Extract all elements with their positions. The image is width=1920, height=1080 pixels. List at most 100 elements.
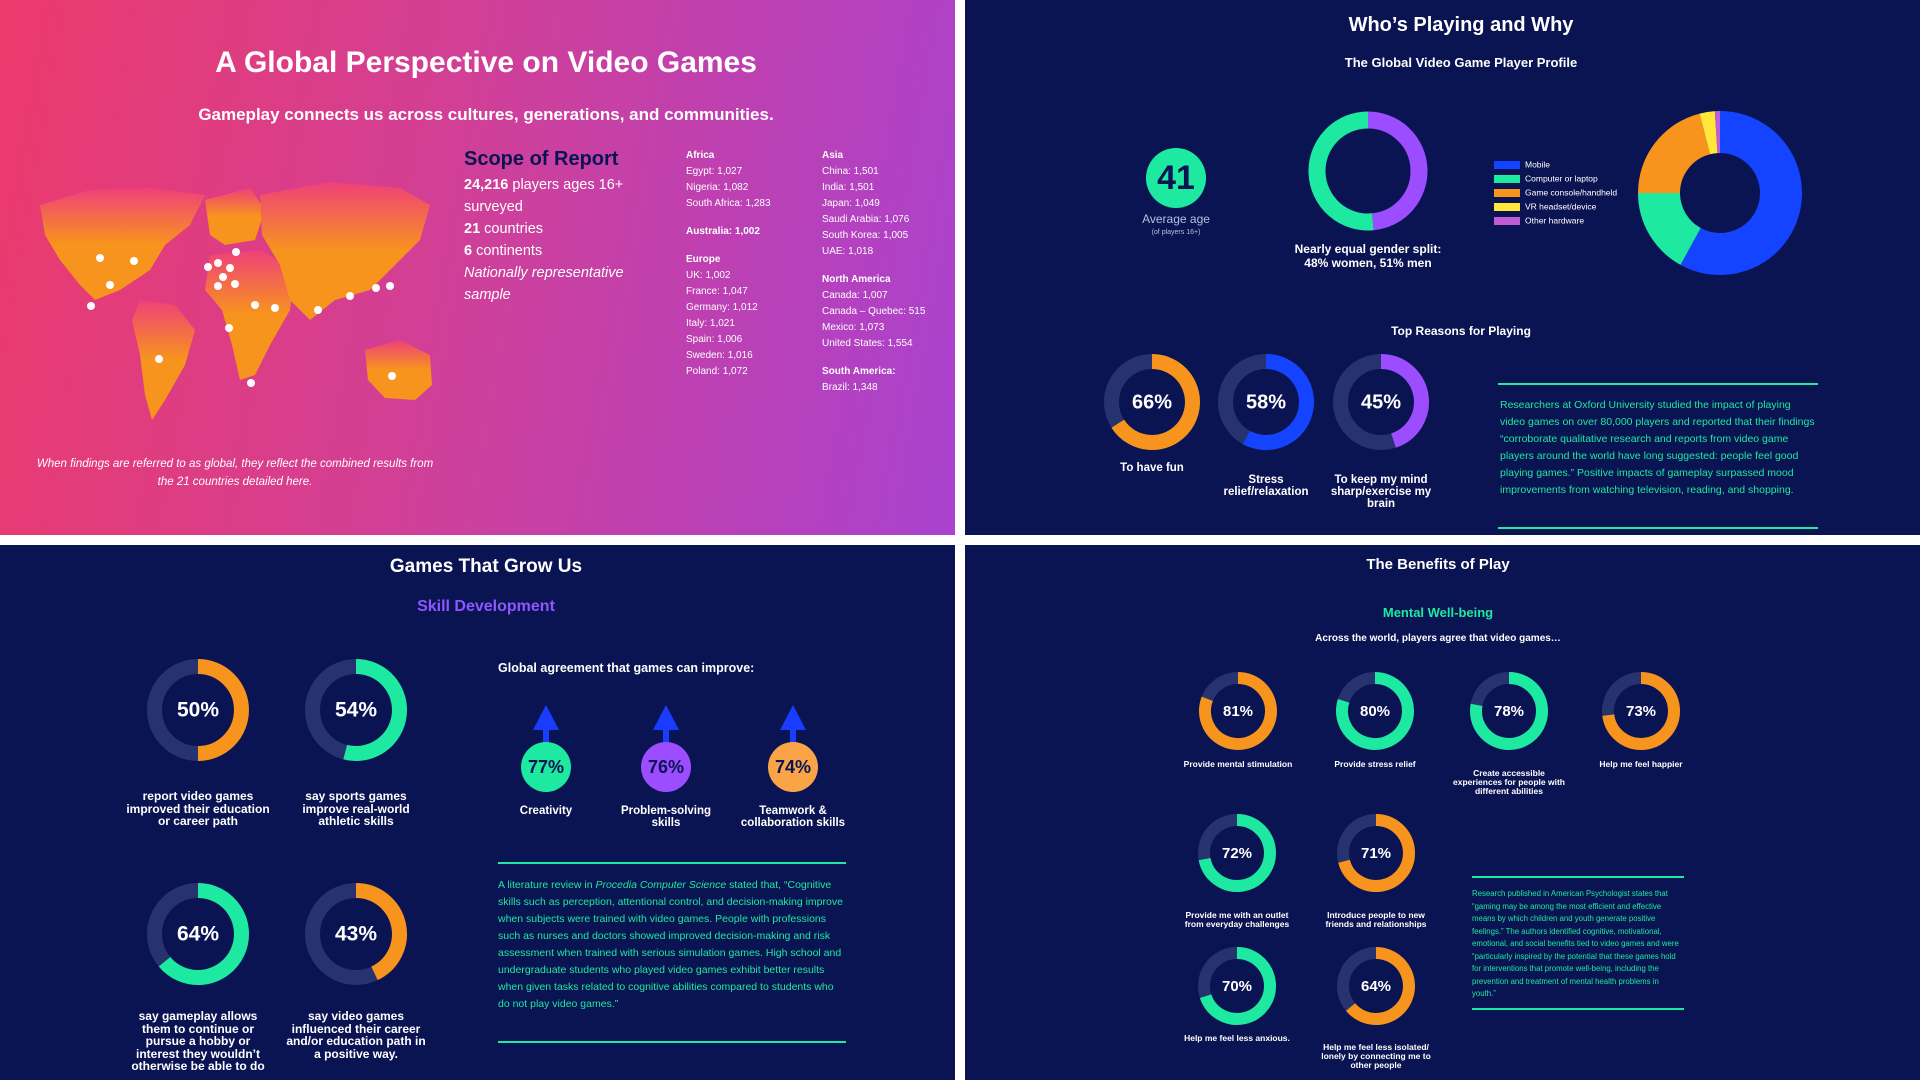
spacer bbox=[822, 260, 954, 272]
scope-list: 24,216 players ages 16+ surveyed 21 count… bbox=[464, 174, 664, 306]
region-entry: Japan: 1,049 bbox=[822, 198, 880, 209]
legend-label: VR headset/device bbox=[1525, 201, 1597, 211]
donut-arc bbox=[1338, 814, 1415, 892]
arrow-head bbox=[653, 705, 679, 730]
panel-global bbox=[0, 0, 955, 535]
improve-heading: Global agreement that games can improve: bbox=[498, 661, 755, 675]
donut-arc bbox=[343, 659, 407, 761]
subtitle: Skill Development bbox=[417, 598, 555, 615]
caption: Create accessible experiences for people… bbox=[1453, 768, 1565, 796]
donut-label: 50% bbox=[177, 699, 219, 722]
donut-label: 64% bbox=[177, 923, 219, 946]
region-entry: Egypt: 1,027 bbox=[686, 166, 743, 177]
legend-label: Mobile bbox=[1525, 159, 1550, 169]
donut-label: 66% bbox=[1132, 391, 1172, 413]
scope-text: continents bbox=[476, 243, 543, 259]
donut-label: 78% bbox=[1494, 703, 1524, 720]
region-column: Africa Egypt: 1,027 Nigeria: 1,082 South Af… bbox=[686, 148, 818, 392]
scope-item: 24,216 players ages 16+ surveyed bbox=[464, 174, 664, 218]
region-heading: Africa bbox=[686, 150, 715, 161]
caption: To have fun bbox=[1120, 462, 1184, 474]
caption: To keep my mind sharp/exercise my brain bbox=[1330, 474, 1432, 511]
spacer bbox=[822, 396, 954, 408]
improve-label: 77% bbox=[528, 757, 564, 777]
region-entry: Spain: 1,006 bbox=[686, 334, 743, 345]
world-map bbox=[40, 182, 432, 420]
quote-text: stated that, “Cognitive skills such as p… bbox=[498, 879, 843, 1010]
region-entry: Brazil: 1,348 bbox=[822, 382, 878, 393]
age-label: Average age bbox=[1142, 212, 1210, 226]
quote: Researchers at Oxford University studied… bbox=[1498, 383, 1818, 529]
scope-item: 21 countries bbox=[464, 218, 664, 240]
region-entry: France: 1,047 bbox=[686, 286, 748, 297]
donut-label: 54% bbox=[335, 699, 377, 722]
spacer bbox=[686, 380, 818, 392]
donut-arc bbox=[1198, 814, 1276, 892]
donut-label: 64% bbox=[1361, 978, 1391, 995]
legend-swatch bbox=[1494, 175, 1520, 183]
scope-text: players ages 16+ surveyed bbox=[464, 177, 624, 215]
donut-arc bbox=[1242, 354, 1314, 450]
legend-swatch bbox=[1494, 189, 1520, 197]
panel-players bbox=[965, 0, 1920, 535]
device-segment bbox=[1638, 192, 1702, 265]
title: A Global Perspective on Video Games bbox=[215, 46, 757, 79]
region-entry: South Africa: 1,283 bbox=[686, 198, 771, 209]
arrow-head bbox=[533, 705, 559, 730]
caption: say sports games improve real-world athl… bbox=[302, 789, 410, 829]
region-entry: Canada: 1,007 bbox=[822, 290, 888, 301]
quote: Research published in American Psycholog… bbox=[1472, 876, 1684, 1010]
caption: Provide me with an outlet from everyday … bbox=[1184, 910, 1290, 929]
donut-arc bbox=[1380, 354, 1429, 448]
donut-arc bbox=[197, 659, 249, 761]
reasons-heading: Top Reasons for Playing bbox=[1391, 324, 1531, 338]
region-entry: Saudi Arabia: 1,076 bbox=[822, 214, 910, 225]
age-value: 41 bbox=[1157, 159, 1195, 197]
spacer bbox=[686, 240, 818, 252]
region-heading: Asia bbox=[822, 150, 844, 161]
device-segment bbox=[1699, 111, 1718, 155]
age-note: (of players 16+) bbox=[1151, 229, 1201, 236]
scope-number: 21 bbox=[464, 221, 481, 237]
donut-arc bbox=[1602, 672, 1680, 750]
region-entry: Sweden: 1,016 bbox=[686, 350, 753, 361]
donut-arc bbox=[1199, 672, 1277, 750]
donut-label: 58% bbox=[1246, 391, 1286, 413]
region-entry: UK: 1,002 bbox=[686, 270, 731, 281]
caption: Provide mental stimulation bbox=[1183, 759, 1293, 769]
gender-segment bbox=[1367, 111, 1428, 231]
caption: Problem-solving skills bbox=[620, 805, 712, 830]
region-heading: South America: bbox=[822, 366, 896, 377]
region-heading: North America bbox=[822, 274, 891, 285]
footnote: When findings are referred to as global,… bbox=[36, 458, 434, 488]
caption: report video games improved their educat… bbox=[126, 789, 270, 829]
region-entry: United States: 1,554 bbox=[822, 338, 913, 349]
quote: A literature review in Procedia Computer… bbox=[498, 862, 846, 1043]
region-entry: Mexico: 1,073 bbox=[822, 322, 885, 333]
region-entry: UAE: 1,018 bbox=[822, 246, 874, 257]
scope-item: 6 continents bbox=[464, 240, 664, 262]
donut-label: 72% bbox=[1222, 845, 1252, 862]
gender-caption: Nearly equal gender split: bbox=[1294, 242, 1442, 256]
donut-arc bbox=[1336, 672, 1414, 750]
caption: Teamwork & collaboration skills bbox=[740, 805, 846, 830]
scope-number: 24,216 bbox=[464, 177, 509, 193]
spacer bbox=[686, 212, 818, 224]
panel-benefits bbox=[965, 545, 1920, 1080]
quote-source: Procedia Computer Science bbox=[595, 879, 727, 891]
title: Games That Grow Us bbox=[389, 556, 583, 577]
quote-text: A literature review in bbox=[498, 879, 593, 891]
caption: say gameplay allows them to continue or … bbox=[131, 1009, 265, 1074]
region-entry: Germany: 1,012 bbox=[686, 302, 758, 313]
legend-swatch bbox=[1494, 161, 1520, 169]
improve-circle bbox=[641, 742, 691, 792]
caption: Help me feel happier bbox=[1599, 759, 1683, 769]
region-entry: Canada – Quebec: 515 bbox=[822, 306, 926, 317]
donut-label: 71% bbox=[1361, 845, 1391, 862]
gender-detail: 48% women, 51% men bbox=[1304, 256, 1432, 270]
region-entry: Nigeria: 1,082 bbox=[686, 182, 749, 193]
region-entry: China: 1,501 bbox=[822, 166, 879, 177]
scope-number: 6 bbox=[464, 243, 473, 259]
region-entry: Poland: 1,072 bbox=[686, 366, 748, 377]
donut-arc bbox=[1199, 947, 1276, 1025]
